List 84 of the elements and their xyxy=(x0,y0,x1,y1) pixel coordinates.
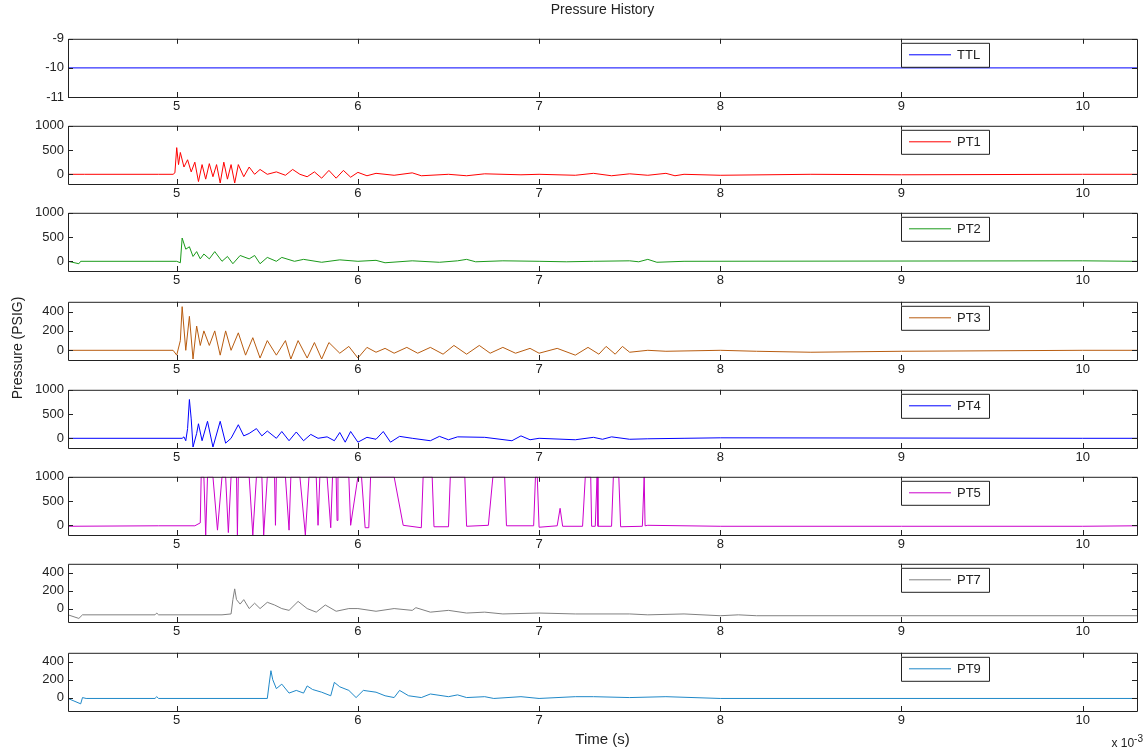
x-tick-label: 6 xyxy=(354,711,362,727)
x-tick-label: 10 xyxy=(1075,98,1090,114)
x-tick-label: 6 xyxy=(354,185,362,201)
x-tick-label: 10 xyxy=(1075,361,1090,377)
x-tick-label: 7 xyxy=(535,185,543,201)
x-tick-label: 7 xyxy=(535,361,543,377)
y-tick-label: 0 xyxy=(56,252,64,268)
legend-label: PT3 xyxy=(957,310,981,326)
y-tick-label: -11 xyxy=(46,88,64,104)
y-tick-label: 500 xyxy=(42,492,64,508)
legend-label: TTL xyxy=(957,47,981,63)
x-tick-label: 7 xyxy=(535,711,543,727)
x-tick-label: 8 xyxy=(716,448,724,464)
y-axis-title: Pressure (PSIG) xyxy=(9,296,25,400)
y-tick-label: 200 xyxy=(42,582,64,598)
x-tick-label: 9 xyxy=(897,535,906,551)
x-tick-label: 7 xyxy=(535,272,543,288)
y-tick-label: 0 xyxy=(56,600,64,616)
y-tick-label: 0 xyxy=(56,688,64,704)
y-tick-label: 500 xyxy=(42,228,64,244)
x-tick-label: 5 xyxy=(173,623,181,639)
x-tick-label: 8 xyxy=(716,98,724,114)
x-tick-label: 8 xyxy=(716,623,724,639)
legend-label: PT2 xyxy=(957,221,981,237)
x-tick-label: 9 xyxy=(897,623,906,639)
x-tick-label: 5 xyxy=(173,535,181,551)
x-tick-label: 5 xyxy=(173,98,181,114)
x-axis-title: Time (s) xyxy=(575,729,630,747)
y-tick-label: 200 xyxy=(42,670,64,686)
x-tick-label: 7 xyxy=(535,448,543,464)
y-tick-label: 400 xyxy=(42,652,64,668)
x-tick-label: 7 xyxy=(535,623,543,639)
x-tick-label: 8 xyxy=(716,361,724,377)
x-tick-label: 5 xyxy=(173,711,181,727)
y-tick-label: 500 xyxy=(42,405,64,421)
y-tick-label: -9 xyxy=(52,30,64,46)
x-tick-label: 8 xyxy=(716,535,724,551)
y-tick-label: 0 xyxy=(56,516,64,532)
x-tick-label: 7 xyxy=(535,98,543,114)
x-tick-label: 7 xyxy=(535,535,543,551)
y-tick-label: 0 xyxy=(56,165,64,181)
x-tick-label: 8 xyxy=(716,272,724,288)
x-tick-label: 8 xyxy=(716,185,724,201)
y-tick-label: 0 xyxy=(56,341,64,357)
y-tick-label: -10 xyxy=(45,59,64,75)
x-tick-label: 9 xyxy=(897,272,906,288)
legend-label: PT9 xyxy=(957,660,981,676)
x-tick-label: 10 xyxy=(1075,623,1090,639)
y-tick-label: 1000 xyxy=(35,467,64,483)
x-tick-label: 6 xyxy=(354,623,362,639)
y-tick-label: 0 xyxy=(56,429,64,445)
y-tick-label: 200 xyxy=(42,322,64,338)
legend-label: PT1 xyxy=(957,134,981,150)
x-tick-label: 10 xyxy=(1075,272,1090,288)
legend-label: PT4 xyxy=(957,397,981,413)
y-tick-label: 400 xyxy=(42,303,64,319)
x-tick-label: 9 xyxy=(897,448,906,464)
y-tick-label: 1000 xyxy=(35,117,64,133)
x-tick-label: 6 xyxy=(354,272,362,288)
y-tick-label: 500 xyxy=(42,141,64,157)
x-tick-label: 9 xyxy=(897,711,906,727)
x-tick-label: 5 xyxy=(173,361,181,377)
y-tick-label: 1000 xyxy=(35,204,64,220)
chart-title: Pressure History xyxy=(549,1,656,17)
x-tick-label: 10 xyxy=(1075,448,1090,464)
x-tick-label: 8 xyxy=(716,711,724,727)
y-tick-label: 400 xyxy=(42,564,64,580)
x-tick-label: 5 xyxy=(173,272,181,288)
x-tick-label: 10 xyxy=(1075,185,1090,201)
x-tick-label: 5 xyxy=(173,448,181,464)
x-tick-label: 6 xyxy=(354,98,362,114)
x-tick-label: 5 xyxy=(173,185,181,201)
y-tick-label: 1000 xyxy=(35,380,64,396)
x-tick-label: 10 xyxy=(1075,535,1090,551)
x-tick-label: 6 xyxy=(354,535,362,551)
text: x 10$^{-3}$ xyxy=(1111,732,1143,750)
legend-label: PT5 xyxy=(957,484,981,500)
x-tick-label: 9 xyxy=(897,361,906,377)
x-tick-label: 9 xyxy=(897,185,906,201)
x-tick-label: 6 xyxy=(354,361,362,377)
legend-label: PT7 xyxy=(957,572,981,588)
x-tick-label: 10 xyxy=(1075,711,1090,727)
x-tick-label: 9 xyxy=(897,98,906,114)
x-tick-label: 6 xyxy=(354,448,362,464)
